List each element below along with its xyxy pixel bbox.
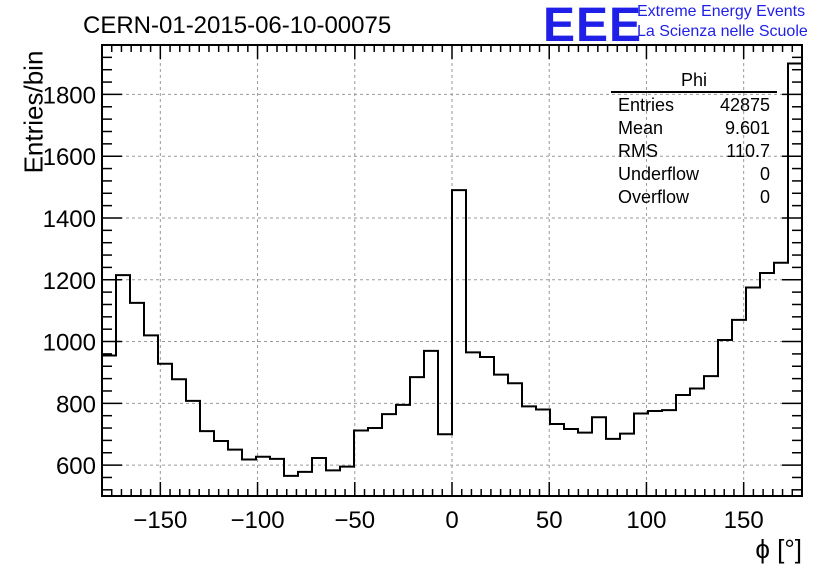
y-tick-label: 800 xyxy=(56,391,96,418)
x-axis-label: ϕ [°] xyxy=(755,534,802,564)
histogram-line xyxy=(101,62,803,496)
x-tick-label: 50 xyxy=(536,507,563,534)
axis-tick-labels: −150 −100 −50 0 50 100 150 600 800 1000 1200 1400 16… xyxy=(43,82,764,534)
y-tick-label: 1200 xyxy=(43,268,96,295)
stats-title: Phi xyxy=(680,70,707,90)
y-tick-label: 1800 xyxy=(43,82,96,109)
x-tick-label: −150 xyxy=(133,507,187,534)
y-tick-label: 600 xyxy=(56,453,96,480)
logo-text-line1: Extreme Energy Events xyxy=(637,3,806,20)
x-tick-label: 150 xyxy=(724,507,764,534)
stats-label: Overflow xyxy=(618,187,690,207)
stats-label: Entries xyxy=(618,95,675,115)
stats-divider xyxy=(611,91,777,93)
y-tick-label: 1000 xyxy=(43,330,96,357)
stats-value: 42875 xyxy=(719,95,770,115)
stats-row: Overflow 0 xyxy=(611,186,777,209)
y-axis-label: Entries/bin xyxy=(18,50,49,174)
chart-title: CERN-01-2015-06-10-00075 xyxy=(83,12,392,39)
stats-box: Phi Entries 42875 Mean 9.601 RMS 110.7 Unde… xyxy=(611,70,777,209)
stats-value: 9.601 xyxy=(724,118,770,138)
eee-logo: EEE xyxy=(543,0,643,52)
x-tick-label: 0 xyxy=(445,507,458,534)
x-tick-label: 100 xyxy=(626,507,666,534)
x-tick-label: −100 xyxy=(231,507,285,534)
y-tick-label: 1400 xyxy=(43,206,96,233)
axis-ticks xyxy=(102,45,802,496)
stats-value: 110.7 xyxy=(726,141,770,161)
stats-row: Underflow 0 xyxy=(611,163,777,186)
stats-label: Mean xyxy=(618,118,664,138)
stats-value: 0 xyxy=(759,187,770,207)
stats-row: Mean 9.601 xyxy=(611,117,777,140)
y-tick-label: 1600 xyxy=(43,144,96,171)
stats-label: RMS xyxy=(618,141,658,161)
x-tick-label: −50 xyxy=(334,507,375,534)
logo-text-line2: La Scienza nelle Scuole xyxy=(637,23,808,40)
stats-label: Underflow xyxy=(618,164,700,184)
stats-row: Entries 42875 xyxy=(611,94,777,117)
stats-value: 0 xyxy=(759,164,770,184)
stats-row: RMS 110.7 xyxy=(611,140,777,163)
